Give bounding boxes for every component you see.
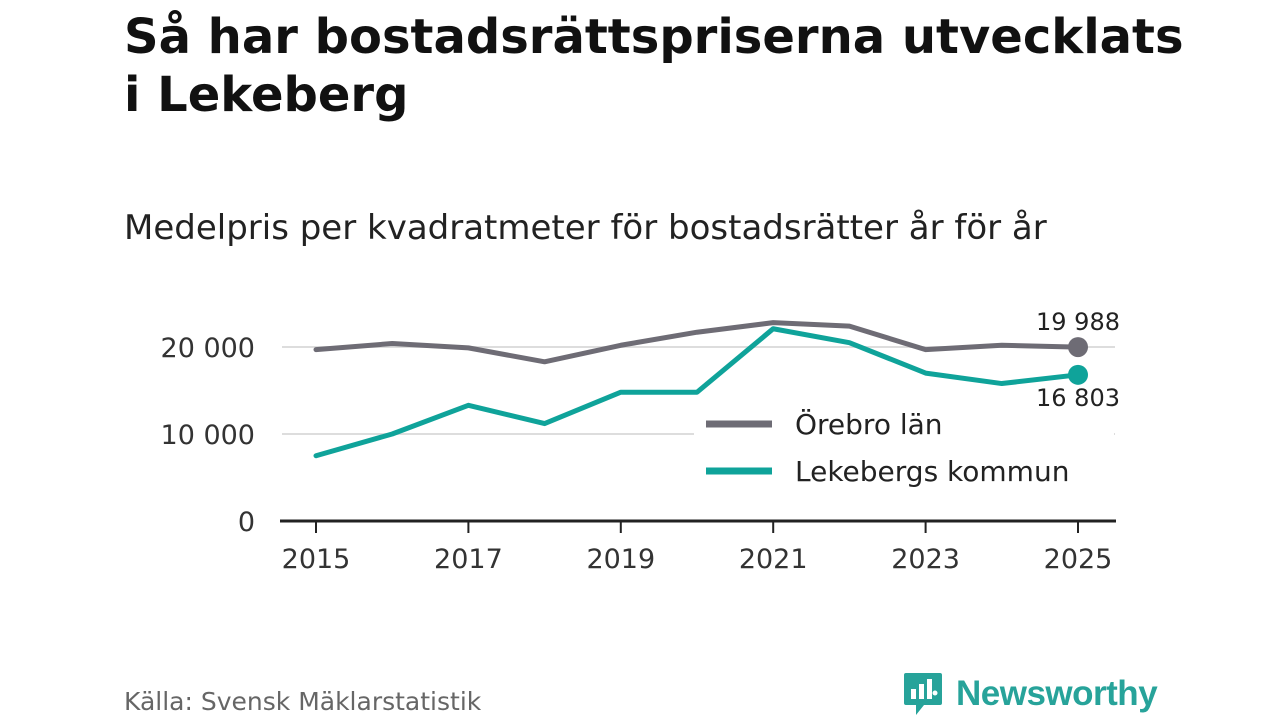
end-value-label: 16 803 — [1036, 384, 1120, 412]
source-note: Källa: Svensk Mäklarstatistik — [124, 687, 482, 716]
end-value-label: 19 988 — [1036, 308, 1120, 336]
x-tick-label: 2023 — [891, 544, 960, 575]
x-tick-label: 2025 — [1044, 544, 1113, 575]
legend-background — [694, 400, 1114, 504]
brand-logo: Newsworthy — [902, 670, 1158, 718]
series-end-point — [1068, 337, 1088, 358]
chart-subtitle: Medelpris per kvadratmeter för bostadsrä… — [124, 208, 1047, 248]
chart-title: Så har bostadsrättspriserna utvecklats i… — [124, 9, 1184, 123]
x-tick-label: 2019 — [586, 544, 655, 575]
legend-label: Örebro län — [795, 407, 943, 441]
x-tick-label: 2015 — [282, 544, 351, 575]
series-lines — [313, 320, 1088, 459]
legend: Örebro län Lekebergs kommun — [694, 400, 1114, 504]
x-tick-label: 2017 — [434, 544, 503, 575]
y-tick-label: 10 000 — [161, 420, 255, 451]
end-labels: 19 988 16 803 — [1036, 308, 1120, 412]
axes: 0 10 000 20 000 2015 2017 2019 2021 2023 2025 — [161, 333, 1116, 575]
y-tick-label: 0 — [238, 507, 255, 538]
x-tick-label: 2021 — [739, 544, 808, 575]
series-end-point — [1068, 364, 1088, 385]
legend-label: Lekebergs kommun — [795, 455, 1069, 488]
brand-name: Newsworthy — [956, 674, 1158, 713]
newsworthy-logo-icon — [904, 673, 942, 715]
series-line-1 — [313, 320, 1081, 365]
y-tick-label: 20 000 — [161, 333, 255, 364]
series-line-2 — [313, 326, 1081, 459]
